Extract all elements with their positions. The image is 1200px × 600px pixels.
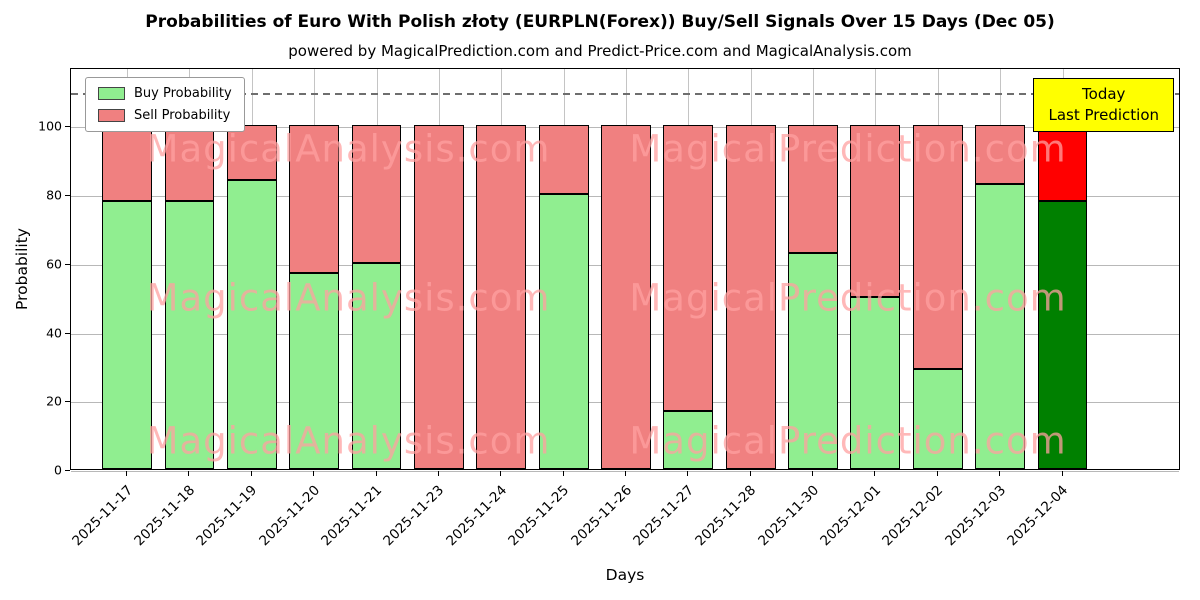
x-tick-mark: [812, 471, 814, 476]
buy-bar-segment: [538, 194, 589, 469]
watermark-text: MagicalPrediction.com: [629, 276, 1067, 320]
x-tick-label: 2025-11-17: [68, 482, 136, 550]
x-axis-label: Days: [605, 566, 645, 584]
buy-bar-segment: [351, 262, 402, 469]
buy-bar-segment: [912, 369, 963, 469]
today-annotation-line1: Today: [1082, 85, 1126, 103]
watermark-text: MagicalAnalysis.com: [146, 419, 551, 463]
today-annotation: Today Last Prediction: [1033, 78, 1174, 132]
x-tick-mark: [625, 471, 626, 476]
today-buy-bar-segment: [1037, 201, 1088, 469]
chart-title: Probabilities of Euro With Polish złoty …: [145, 12, 1055, 32]
legend-item-sell: Sell Probability: [98, 108, 232, 123]
today-annotation-line2: Last Prediction: [1048, 106, 1159, 124]
x-tick-label: 2025-12-03: [942, 482, 1009, 550]
x-tick-mark: [437, 471, 439, 476]
x-tick-mark: [749, 471, 751, 476]
y-tick-label: 80: [46, 187, 62, 203]
x-tick-label: 2025-11-18: [131, 482, 199, 550]
sell-bar-segment: [226, 125, 277, 181]
sell-bar-segment: [538, 125, 589, 195]
sell-bar-segment: [476, 125, 527, 469]
x-tick-mark: [874, 471, 876, 476]
legend-item-buy: Buy Probability: [98, 86, 232, 101]
sell-bar-segment: [289, 125, 340, 274]
y-tick-mark: [65, 126, 70, 128]
sell-bar-segment: [351, 125, 402, 263]
watermark-text: MagicalAnalysis.com: [146, 276, 551, 320]
y-tick-label: 100: [38, 118, 62, 134]
buy-swatch: [98, 87, 125, 100]
dashed-threshold-line: [71, 93, 1179, 96]
sell-bar-segment: [788, 125, 838, 253]
x-tick-label: 2025-11-23: [380, 482, 448, 550]
buy-bar-segment: [663, 410, 714, 469]
watermark-text: MagicalPrediction.com: [629, 127, 1067, 171]
watermark-text: MagicalPrediction.com: [629, 419, 1067, 463]
y-tick-label: 20: [46, 393, 62, 409]
x-tick-mark: [126, 471, 128, 476]
y-tick-mark: [65, 332, 70, 334]
x-tick-mark: [500, 471, 502, 476]
buy-bar-segment: [289, 273, 340, 469]
buy-bar-segment: [164, 201, 215, 469]
y-tick-mark: [65, 401, 70, 403]
sell-bar-segment: [725, 125, 776, 469]
x-tick-label: 2025-12-02: [879, 482, 947, 550]
x-tick-label: 2025-11-25: [505, 482, 573, 550]
legend-label-sell: Sell Probability: [134, 108, 231, 123]
x-tick-label: 2025-11-21: [318, 482, 386, 550]
buy-bar-segment: [788, 252, 838, 469]
watermark-text: MagicalAnalysis.com: [146, 127, 551, 171]
x-tick-mark: [313, 471, 315, 476]
sell-bar-segment: [663, 125, 714, 411]
x-tick-label: 2025-12-04: [1004, 482, 1072, 550]
x-tick-mark: [250, 471, 252, 476]
y-tick-mark: [65, 263, 70, 265]
sell-swatch: [98, 109, 125, 122]
x-tick-label: 2025-11-19: [193, 482, 261, 550]
y-tick-label: 0: [54, 462, 62, 478]
buy-bar-segment: [102, 201, 153, 469]
y-tick-label: 60: [46, 256, 62, 272]
buy-bar-segment: [226, 180, 277, 469]
legend-label-buy: Buy Probability: [134, 86, 232, 101]
x-tick-mark: [1061, 471, 1063, 476]
y-tick-mark: [65, 195, 70, 197]
x-tick-label: 2025-11-30: [754, 482, 822, 550]
x-tick-mark: [562, 471, 564, 476]
x-tick-label: 2025-12-01: [817, 482, 885, 550]
x-tick-label: 2025-11-26: [567, 482, 635, 550]
today-sell-bar-segment: [1037, 125, 1088, 201]
y-tick-label: 40: [46, 325, 62, 341]
x-tick-label: 2025-11-28: [692, 482, 760, 550]
x-tick-mark: [999, 471, 1001, 476]
x-tick-mark: [936, 471, 938, 476]
y-tick-mark: [65, 470, 70, 471]
x-tick-label: 2025-11-20: [256, 482, 323, 550]
sell-bar-segment: [102, 125, 153, 201]
x-tick-mark: [687, 471, 689, 476]
buy-bar-segment: [975, 183, 1026, 469]
legend: Buy Probability Sell Probability: [85, 77, 245, 132]
chart-subtitle: powered by MagicalPrediction.com and Pre…: [288, 42, 912, 60]
sell-bar-segment: [912, 125, 963, 370]
sell-bar-segment: [413, 125, 464, 469]
x-tick-label: 2025-11-27: [630, 482, 698, 550]
plot-area: Buy Probability Sell Probability Magical…: [70, 68, 1180, 472]
x-tick-mark: [375, 471, 377, 476]
sell-bar-segment: [850, 125, 901, 298]
buy-bar-segment: [850, 297, 901, 469]
sell-bar-segment: [601, 125, 651, 469]
x-tick-label: 2025-11-24: [443, 482, 510, 550]
x-tick-mark: [188, 471, 190, 476]
sell-bar-segment: [975, 125, 1026, 184]
